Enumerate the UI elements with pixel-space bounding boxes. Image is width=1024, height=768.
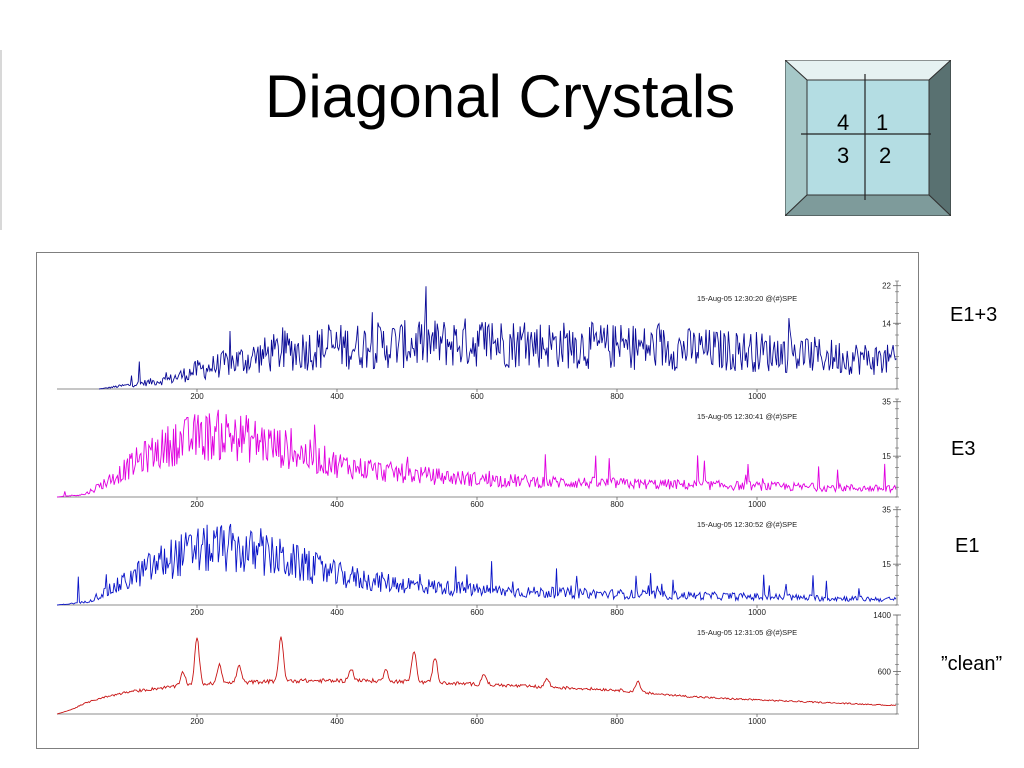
panel-2-xtick-label-600: 600 [470, 608, 484, 617]
quadrant-label-2: 2 [879, 143, 891, 168]
panel-3-xtick-label-200: 200 [190, 717, 204, 726]
panel-0-xtick-label-400: 400 [330, 392, 344, 401]
bevel-bottom [785, 194, 951, 216]
panel-2-ytick-label-35: 35 [882, 506, 891, 515]
panel-2-xtick-label-800: 800 [610, 608, 624, 617]
panel-1-timestamp: 15-Aug-05 12:30:41 @(#)SPE [697, 412, 797, 421]
panel-0-timestamp: 15-Aug-05 12:30:20 @(#)SPE [697, 294, 797, 303]
spectrum-trace-3 [56, 636, 897, 715]
quadrant-label-1: 1 [876, 110, 888, 135]
spectra-plot: 200 400 600 800 1000 14 22 15-Aug-05 12:30:20 @… [56, 280, 901, 726]
panel-3-timestamp: 15-Aug-05 12:31:05 @(#)SPE [697, 628, 797, 637]
spectrum-trace-2 [56, 523, 897, 606]
panel-1-ytick-label-35: 35 [882, 398, 891, 407]
spectrum-trace-1 [56, 409, 897, 498]
panel-0-xtick-label-1000: 1000 [748, 392, 766, 401]
crystal-quadrant-diagram: 4 1 3 2 [785, 60, 951, 216]
panel-3-ytick-label-600: 600 [878, 668, 892, 677]
crystal-face [806, 79, 930, 196]
series-label-e13: E1+3 [950, 304, 998, 326]
panel-2-xtick-label-400: 400 [330, 608, 344, 617]
series-label-clean: ”clean” [941, 653, 1003, 675]
crystal-diagram-svg: 4 1 3 2 [785, 60, 951, 216]
panel-3-xtick-label-800: 800 [610, 717, 624, 726]
panel-1-xtick-label-800: 800 [610, 500, 624, 509]
panel-1-xtick-label-1000: 1000 [748, 500, 766, 509]
panel-2-xtick-label-200: 200 [190, 608, 204, 617]
panel-1-xtick-label-400: 400 [330, 500, 344, 509]
spectrum-trace-0 [98, 286, 897, 390]
series-label-e3: E3 [951, 438, 976, 460]
slide-title: Diagonal Crystals [265, 63, 736, 130]
panel-3-xtick-label-1000: 1000 [748, 717, 766, 726]
bevel-left [785, 60, 808, 216]
bevel-top [785, 60, 951, 81]
slide-left-edge [0, 50, 2, 230]
panel-1-xtick-label-200: 200 [190, 500, 204, 509]
panel-0-xtick-label-600: 600 [470, 392, 484, 401]
bevel-right [928, 60, 951, 216]
panel-0-xtick-label-800: 800 [610, 392, 624, 401]
panel-3-xtick-label-400: 400 [330, 717, 344, 726]
panel-2-ytick-label-15: 15 [882, 560, 891, 569]
quadrant-label-4: 4 [837, 110, 849, 135]
panel-1-xtick-label-600: 600 [470, 500, 484, 509]
panel-0-ytick-label-14: 14 [882, 319, 891, 328]
quadrant-label-3: 3 [837, 143, 849, 168]
panel-2-timestamp: 15-Aug-05 12:30:52 @(#)SPE [697, 520, 797, 529]
panel-3-ytick-label-1400: 1400 [873, 611, 891, 620]
panel-3-xtick-label-600: 600 [470, 717, 484, 726]
panel-1-ytick-label-15: 15 [882, 452, 891, 461]
series-label-e1: E1 [955, 535, 980, 557]
panel-0-xtick-label-200: 200 [190, 392, 204, 401]
panel-0-ytick-label-22: 22 [882, 282, 891, 291]
panel-2-xtick-label-1000: 1000 [748, 608, 766, 617]
spectra-plot-frame: 200 400 600 800 1000 14 22 15-Aug-05 12:30:20 @… [36, 252, 919, 749]
